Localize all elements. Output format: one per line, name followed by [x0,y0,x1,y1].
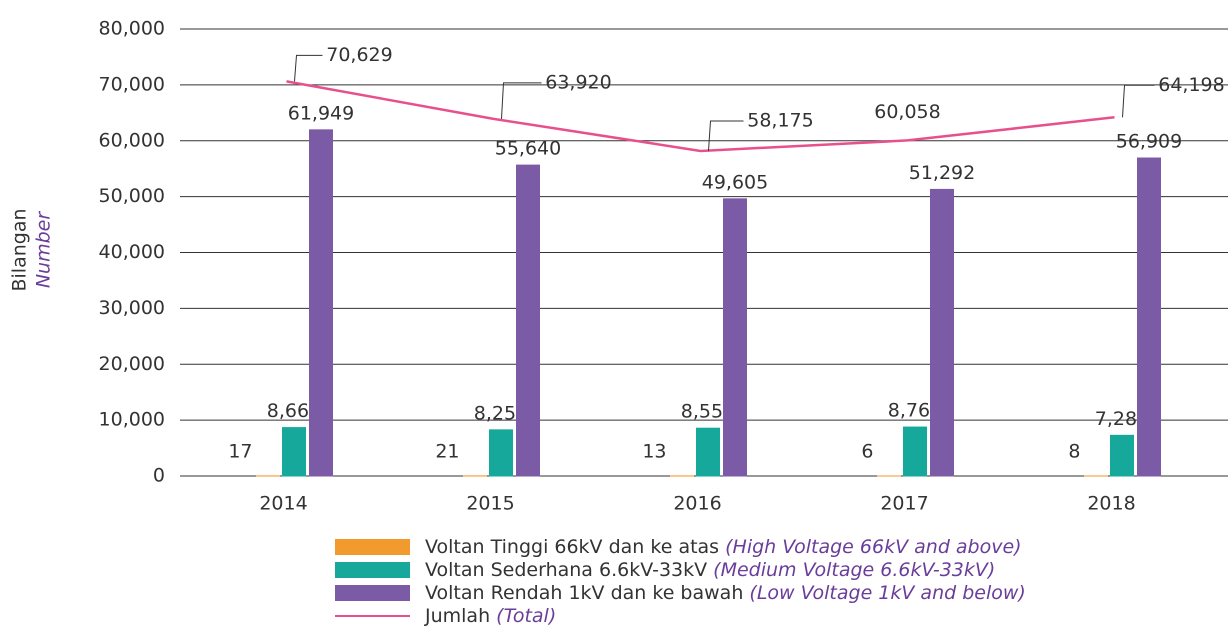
x-tick-label: 2018 [1087,493,1135,515]
bar [1111,435,1134,476]
value-label: 49,605 [702,171,768,193]
x-tick-label: 2016 [673,493,721,515]
legend-label: Voltan Rendah 1kV dan ke bawah (Low Volt… [425,582,1026,604]
line-label: 64,198 [1158,74,1224,96]
leader-line [295,55,323,81]
legend-swatch [335,585,410,601]
bar [904,427,927,476]
y-tick-label: 70,000 [99,73,165,95]
y-tick-label: 40,000 [99,241,165,263]
value-label: 17 [228,441,252,463]
y-tick-label: 80,000 [99,18,165,40]
legend-name: Voltan Tinggi 66kV dan ke atas [425,536,719,558]
bar [724,199,747,476]
bar [931,189,954,476]
y-tick-label: 10,000 [99,409,165,431]
value-label: 6 [861,441,873,463]
legend-swatch [335,539,410,555]
legend-name-en: (Medium Voltage 6.6kV-33kV) [713,559,995,581]
legend-name-en: (High Voltage 66kV and above) [725,536,1021,558]
bar [490,430,513,476]
y-tick-label: 50,000 [99,185,165,207]
value-label: 51,292 [909,162,975,184]
line-label: 63,920 [545,71,611,93]
leader-line [502,83,542,119]
legend-name-en: (Low Voltage 1kV and below) [749,582,1025,604]
value-label: 56,909 [1116,131,1182,153]
legend-label: Voltan Sederhana 6.6kV-33kV (Medium Volt… [425,559,995,581]
bar [517,165,540,476]
legend-name: Jumlah [424,605,490,627]
chart: Bilangan Number 0 10,000 20,000 30,000 40,00… [0,0,1228,635]
y-axis-label-en: Number [33,211,55,289]
x-tick-label: 2017 [880,493,928,515]
line-label: 70,629 [326,44,392,66]
legend-name: Voltan Rendah 1kV dan ke bawah [425,582,743,604]
value-label: 13 [642,441,666,463]
y-tick-label: 0 [153,465,165,487]
value-label: 21 [435,441,459,463]
leader-line [1123,85,1155,117]
legend-label: Voltan Tinggi 66kV dan ke atas (High Vol… [425,536,1022,558]
bar [283,428,306,476]
value-label: 8 [1068,441,1080,463]
y-axis-label: Bilangan [9,208,31,291]
legend-label: Jumlah (Total) [424,605,556,627]
bar [1138,158,1161,476]
line-label: 58,175 [747,109,813,131]
y-tick-label: 20,000 [99,353,165,375]
legend-swatch [335,562,410,578]
y-tick-label: 60,000 [99,129,165,151]
leader-line [709,121,744,151]
line-label: 60,058 [874,101,940,123]
legend-name-en: (Total) [496,605,556,627]
value-label: 61,949 [288,102,354,124]
legend-name: Voltan Sederhana 6.6kV-33kV [425,559,707,581]
bar [697,428,720,476]
bar [310,130,333,476]
x-tick-label: 2014 [259,493,307,515]
y-tick-label: 30,000 [99,297,165,319]
value-label: 55,640 [495,138,561,160]
x-tick-label: 2015 [466,493,514,515]
